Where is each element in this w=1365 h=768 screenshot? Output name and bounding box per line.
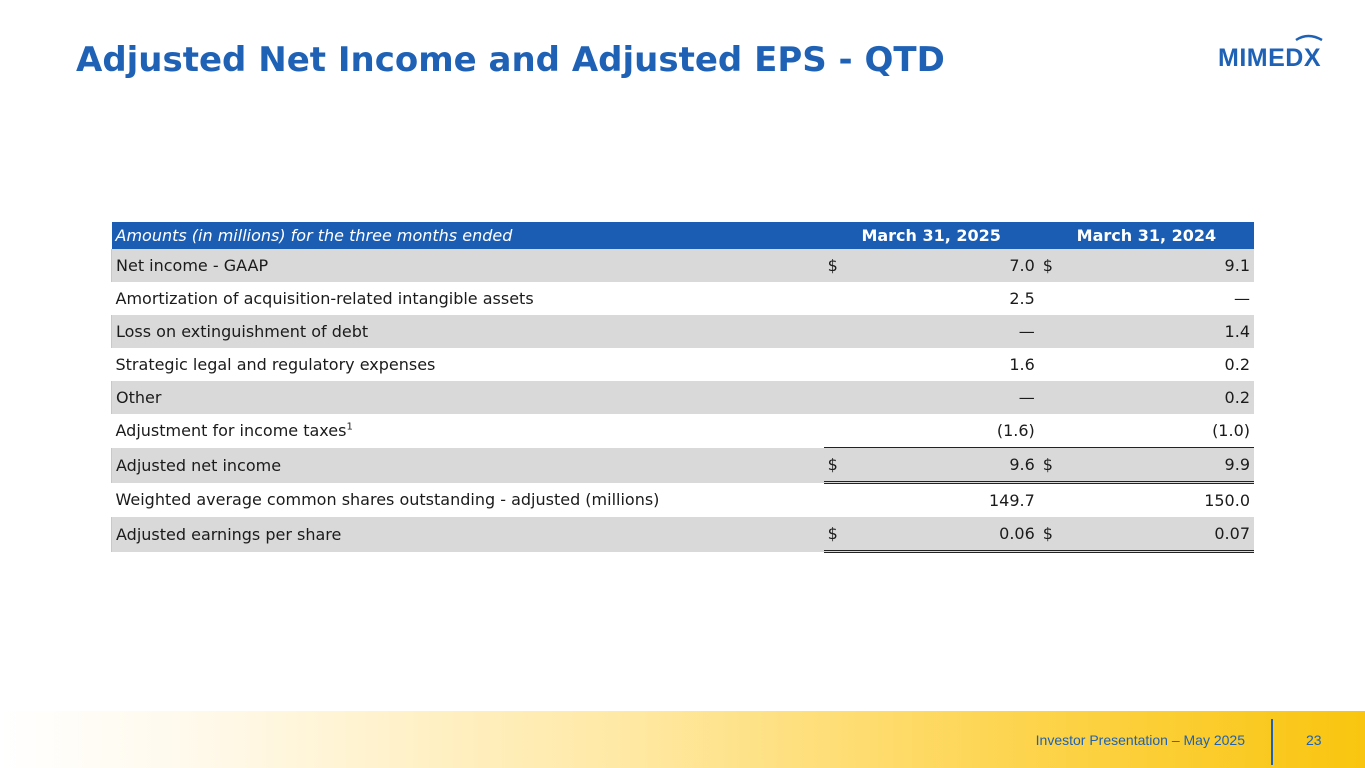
row-label: Amortization of acquisition-related inta… [115, 289, 534, 308]
table-row: Net income - GAAP $ 7.0 $ 9.1 [110, 249, 1254, 282]
dollar-sign [824, 414, 848, 448]
dollar-sign [823, 381, 848, 414]
value-2024: 9.1 [1063, 249, 1254, 282]
value-2025: 1.6 [1009, 355, 1035, 374]
value-2024: (1.0) [1212, 421, 1250, 440]
dollar-sign [823, 315, 848, 348]
row-label: Other [110, 381, 824, 414]
value-2025: 9.6 [847, 447, 1039, 484]
footer-text: Investor Presentation – May 2025 [1035, 732, 1245, 748]
table-row: Adjusted earnings per share $ 0.06 $ 0.0… [110, 517, 1254, 553]
row-label-text: Adjustment for income taxes [115, 421, 347, 441]
row-label: Adjusted net income [110, 447, 824, 483]
dollar-sign [1038, 315, 1064, 348]
financial-table: Amounts (in millions) for the three mont… [110, 222, 1255, 553]
row-label: Net income - GAAP [110, 249, 824, 282]
footer-divider [1271, 719, 1273, 765]
value-2024: — [1234, 289, 1250, 308]
table-row: Loss on extinguishment of debt — 1.4 [110, 315, 1254, 348]
value-2025: — [847, 381, 1039, 414]
page-number: 23 [1306, 732, 1322, 748]
dollar-sign [1039, 348, 1063, 381]
row-label: Weighted average common shares outstandi… [115, 490, 660, 510]
value-2025: 2.5 [1009, 289, 1035, 308]
dollar-sign [824, 282, 848, 315]
dollar-sign [824, 348, 848, 381]
value-2024: 0.2 [1224, 355, 1250, 374]
row-label: Strategic legal and regulatory expenses [115, 355, 436, 374]
company-logo: MIMEDX [1218, 34, 1330, 74]
dollar-sign: $ [1038, 517, 1064, 553]
footer-bar: Investor Presentation – May 2025 23 [0, 711, 1365, 768]
table-row: Strategic legal and regulatory expenses … [112, 348, 1255, 381]
value-2025: 7.0 [847, 249, 1039, 282]
table-row: Adjustment for income taxes1 (1.6) (1.0) [112, 414, 1255, 448]
logo-swoosh-icon [1295, 34, 1323, 42]
value-2024: 150.0 [1204, 491, 1250, 510]
header-col-2025: March 31, 2025 [823, 222, 1039, 249]
row-label: Adjustment for income taxes1 [112, 414, 824, 448]
dollar-sign: $ [823, 447, 848, 484]
table-row: Amortization of acquisition-related inta… [112, 282, 1255, 315]
value-2024: 9.9 [1063, 447, 1254, 484]
dollar-sign [824, 483, 848, 518]
logo-text: MIMEDX [1218, 44, 1321, 72]
header-label: Amounts (in millions) for the three mont… [111, 222, 824, 249]
value-2024: 0.07 [1063, 517, 1254, 553]
value-2025: (1.6) [996, 421, 1035, 440]
dollar-sign: $ [1038, 249, 1064, 282]
header-col-2024: March 31, 2024 [1038, 222, 1254, 249]
page-title: Adjusted Net Income and Adjusted EPS - Q… [76, 40, 945, 80]
dollar-sign [1039, 282, 1063, 315]
dollar-sign: $ [823, 249, 848, 282]
row-label: Loss on extinguishment of debt [110, 315, 824, 348]
table-row: Weighted average common shares outstandi… [112, 483, 1255, 518]
dollar-sign: $ [823, 517, 848, 553]
value-2024: 1.4 [1063, 315, 1254, 348]
value-2025: 0.06 [847, 517, 1039, 553]
value-2024: 0.2 [1063, 381, 1254, 414]
value-2025: — [847, 315, 1039, 348]
table-header-row: Amounts (in millions) for the three mont… [111, 222, 1254, 249]
value-2025: 149.7 [988, 491, 1035, 510]
table-row: Adjusted net income $ 9.6 $ 9.9 [110, 447, 1254, 484]
dollar-sign [1039, 414, 1063, 448]
footnote-marker: 1 [346, 421, 353, 433]
dollar-sign [1039, 483, 1063, 518]
dollar-sign [1038, 381, 1064, 414]
dollar-sign: $ [1038, 447, 1064, 484]
table-row: Other — 0.2 [110, 381, 1254, 414]
row-label: Adjusted earnings per share [110, 517, 824, 552]
